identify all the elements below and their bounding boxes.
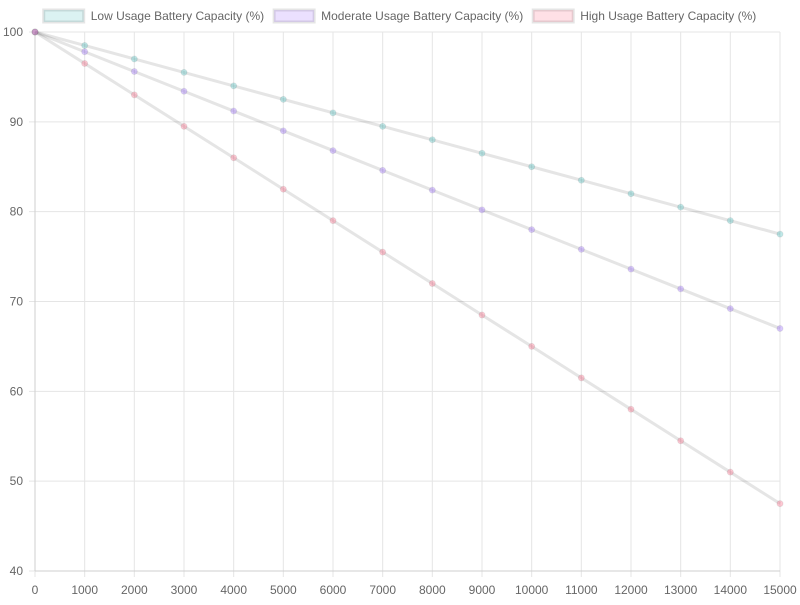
x-tick-label: 8000 — [419, 583, 446, 597]
legend-swatch — [272, 8, 316, 24]
data-point-series-1 — [81, 48, 89, 56]
data-point-series-0 — [31, 28, 39, 36]
x-tick-label: 2000 — [121, 583, 148, 597]
series-line-2 — [34, 30, 781, 505]
legend-swatch — [531, 8, 575, 24]
data-point-series-1 — [379, 166, 387, 174]
data-point-series-0 — [379, 122, 387, 130]
data-point-series-0 — [428, 136, 436, 144]
data-point-series-2 — [627, 405, 635, 413]
legend: Low Usage Battery Capacity (%) Moderate U… — [42, 8, 756, 24]
data-point-series-0 — [130, 55, 138, 63]
data-point-series-1 — [130, 68, 138, 76]
y-tick-label: 70 — [10, 295, 24, 309]
data-point-series-0 — [627, 190, 635, 198]
grid-layer — [29, 31, 781, 577]
x-tick-label: 7000 — [369, 583, 396, 597]
y-tick-label: 90 — [10, 115, 24, 129]
legend-label: High Usage Battery Capacity (%) — [580, 9, 756, 23]
x-tick-label: 15000 — [763, 583, 797, 597]
data-point-series-2 — [726, 468, 734, 476]
legend-swatch — [42, 8, 86, 24]
data-point-series-1 — [776, 324, 784, 332]
x-tick-label: 12000 — [614, 583, 648, 597]
data-point-series-1 — [279, 127, 287, 135]
y-tick-label: 80 — [10, 205, 24, 219]
legend-item-2[interactable]: High Usage Battery Capacity (%) — [531, 8, 756, 24]
data-point-series-0 — [81, 41, 89, 49]
y-tick-label: 60 — [10, 384, 24, 398]
data-point-series-2 — [31, 28, 39, 36]
x-tick-label: 5000 — [270, 583, 297, 597]
data-point-series-1 — [180, 87, 188, 95]
series-layer — [31, 28, 784, 508]
legend-label: Low Usage Battery Capacity (%) — [91, 9, 264, 23]
data-point-series-0 — [230, 82, 238, 90]
data-point-series-0 — [180, 68, 188, 76]
data-point-series-2 — [329, 217, 337, 225]
x-tick-label: 6000 — [320, 583, 347, 597]
data-point-series-2 — [279, 185, 287, 193]
data-point-series-2 — [81, 59, 89, 67]
data-point-series-1 — [726, 305, 734, 313]
series-line-1 — [34, 30, 781, 330]
axis-layer: 0 1000 2000 3000 4000 5000 6000 7000 8000 9000 100… — [3, 25, 797, 597]
y-tick-label: 100 — [3, 25, 23, 39]
data-point-series-2 — [428, 280, 436, 288]
data-point-series-0 — [329, 109, 337, 117]
x-tick-label: 11000 — [565, 583, 598, 597]
data-point-series-2 — [478, 311, 486, 319]
x-tick-label: 1000 — [71, 583, 98, 597]
data-point-series-1 — [428, 186, 436, 194]
series-line-0 — [34, 30, 781, 236]
data-point-series-0 — [279, 95, 287, 103]
legend-label: Moderate Usage Battery Capacity (%) — [321, 9, 523, 23]
legend-item-1[interactable]: Moderate Usage Battery Capacity (%) — [272, 8, 523, 24]
x-tick-label: 10000 — [515, 583, 549, 597]
data-point-series-2 — [130, 91, 138, 99]
x-tick-label: 4000 — [220, 583, 247, 597]
data-point-series-0 — [528, 163, 536, 171]
data-point-series-2 — [379, 248, 387, 256]
data-point-series-1 — [528, 226, 536, 234]
data-point-series-2 — [528, 342, 536, 350]
data-point-series-1 — [230, 107, 238, 115]
y-tick-label: 50 — [10, 474, 24, 488]
y-tick-label: 40 — [10, 564, 24, 578]
data-point-series-1 — [627, 265, 635, 273]
x-tick-label: 3000 — [171, 583, 198, 597]
legend-item-0[interactable]: Low Usage Battery Capacity (%) — [42, 8, 264, 24]
data-point-series-0 — [577, 176, 585, 184]
data-point-series-0 — [776, 230, 784, 238]
data-point-series-1 — [31, 28, 39, 36]
data-point-series-0 — [726, 217, 734, 225]
data-point-series-1 — [677, 285, 685, 293]
data-point-series-2 — [677, 437, 685, 445]
data-point-series-0 — [677, 203, 685, 211]
data-point-series-2 — [776, 500, 784, 508]
data-point-series-2 — [577, 374, 585, 382]
data-point-series-1 — [577, 245, 585, 253]
x-tick-label: 0 — [32, 583, 39, 597]
x-tick-label: 9000 — [469, 583, 496, 597]
data-point-series-0 — [478, 149, 486, 157]
data-point-series-1 — [329, 147, 337, 155]
data-point-series-2 — [230, 154, 238, 162]
data-point-series-1 — [478, 206, 486, 214]
data-point-series-2 — [180, 122, 188, 130]
x-tick-label: 13000 — [664, 583, 698, 597]
x-tick-label: 14000 — [714, 583, 748, 597]
